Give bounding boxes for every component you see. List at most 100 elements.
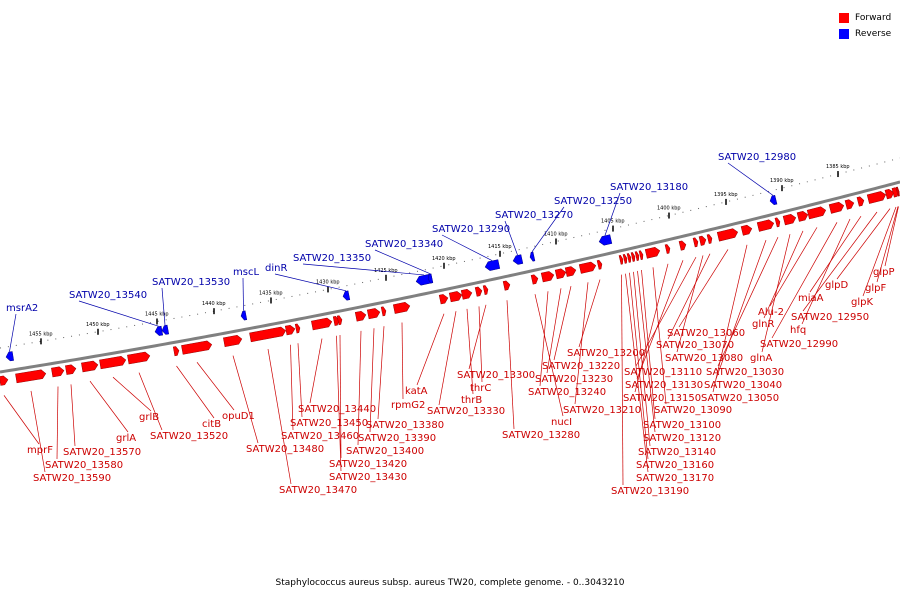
forward-gene-leader	[635, 256, 697, 367]
forward-gene-SATW20_13330	[448, 291, 463, 303]
reverse-gene-leader	[374, 249, 431, 275]
forward-gene-katA	[438, 294, 449, 305]
reverse-gene-SATW20_13250	[529, 251, 536, 262]
forward-gene-label: SATW20_13230	[535, 374, 613, 385]
forward-gene-label: SATW20_13590	[33, 473, 111, 484]
forward-gene-label: thrC	[470, 383, 491, 394]
reverse-gene-label: SATW20_13540	[69, 290, 147, 301]
reverse-gene-label: dinR	[265, 263, 287, 274]
legend-swatch-reverse	[839, 29, 849, 39]
forward-gene-label: SATW20_13240	[528, 387, 606, 398]
forward-gene-SATW20_12950	[866, 191, 887, 204]
forward-gene-SATW20_13470	[249, 326, 287, 343]
forward-gene-label: glnA	[750, 353, 772, 364]
forward-gene-label: glpD	[825, 280, 848, 291]
forward-gene-label: SATW20_13520	[150, 431, 228, 442]
forward-gene-leader	[761, 234, 791, 353]
reverse-gene-leader	[161, 287, 166, 326]
forward-gene-leader	[267, 348, 292, 485]
forward-gene-miaA	[856, 196, 865, 207]
forward-gene-label: miaA	[798, 293, 824, 304]
forward-gene-label: SATW20_13190	[611, 486, 689, 497]
reverse-gene-SATW20_13530	[161, 324, 170, 335]
reverse-gene-leader	[604, 192, 621, 236]
forward-gene-grlB	[99, 355, 127, 370]
forward-gene-leader	[678, 249, 729, 328]
forward-gene-leader	[468, 304, 487, 370]
forward-gene-leader	[290, 344, 294, 431]
forward-gene-leader	[70, 384, 76, 447]
gene-layer	[0, 186, 900, 386]
forward-gene-leader	[30, 390, 46, 473]
scale-tick-label: 1445 kbp	[145, 311, 169, 317]
forward-gene-label: glpF	[865, 283, 886, 294]
reverse-gene-leader	[504, 220, 518, 256]
forward-gene-leader	[539, 291, 549, 387]
forward-gene-SATW20_13110	[692, 237, 699, 248]
forward-gene-label: SATW20_13110	[624, 367, 702, 378]
forward-gene-leader	[636, 260, 684, 380]
forward-gene-glnR	[796, 211, 809, 222]
forward-gene-leader	[553, 286, 572, 361]
forward-gene-leader	[802, 211, 878, 312]
forward-gene-leader	[339, 335, 342, 459]
forward-gene-SATW20_13420	[336, 315, 343, 326]
forward-gene-SATW20_13580	[51, 366, 65, 378]
scale-tick-label: 1430 kbp	[316, 279, 340, 285]
forward-gene-leader	[336, 335, 342, 472]
reverse-gene-mscL	[240, 310, 248, 321]
forward-gene-label: SATW20_13380	[366, 420, 444, 431]
reverse-gene-leader	[531, 206, 565, 253]
forward-gene-leader	[633, 271, 651, 447]
forward-gene-label: SATW20_13030	[706, 367, 784, 378]
forward-gene-label: grlB	[139, 412, 159, 423]
reverse-gene-label: msrA2	[6, 303, 38, 314]
forward-gene-mprF	[0, 375, 9, 386]
forward-gene-glnA	[782, 214, 797, 226]
forward-gene-label: glpK	[851, 297, 873, 308]
reverse-gene-SATW20_13270	[512, 254, 524, 265]
forward-gene-leader	[652, 267, 667, 405]
forward-gene-label: glnR	[752, 319, 774, 330]
genome-caption: Staphylococcus aureus subsp. aureus TW20…	[275, 578, 625, 588]
forward-gene-SATW20_13030	[774, 217, 781, 228]
forward-gene-label: glpP	[873, 267, 895, 278]
forward-gene-leader	[232, 355, 259, 444]
scale-tick-label: 1435 kbp	[259, 290, 283, 296]
scale-tick-label: 1390 kbp	[770, 178, 794, 184]
forward-gene-SATW20_13170	[622, 254, 628, 264]
forward-gene-SATW20_13120	[634, 251, 640, 261]
forward-gene-label: SATW20_13300	[457, 370, 535, 381]
forward-gene-SATW20_13380	[380, 306, 387, 317]
forward-gene-leader	[466, 308, 474, 395]
forward-gene-SATW20_13300	[482, 285, 489, 295]
forward-gene-SATW20_13070	[706, 234, 713, 244]
forward-gene-SATW20_13570	[65, 364, 77, 375]
forward-gene-label: SATW20_13080	[665, 353, 743, 364]
forward-gene-label: SATW20_13130	[625, 380, 703, 391]
reverse-gene-leader	[302, 263, 425, 276]
forward-gene-label: hfq	[790, 325, 806, 336]
scale-tick-label: 1420 kbp	[432, 256, 456, 262]
forward-gene-leader	[637, 270, 656, 433]
forward-gene-leader	[112, 376, 152, 412]
forward-gene-leader	[176, 365, 215, 419]
legend-item-reverse: Reverse	[839, 26, 891, 42]
forward-gene-label: SATW20_13060	[667, 328, 745, 339]
forward-gene-SATW20_13520	[127, 351, 151, 365]
forward-gene-leader	[771, 222, 838, 339]
scale-tick-label: 1400 kbp	[657, 206, 681, 212]
scale-tick-label: 1455 kbp	[29, 331, 53, 337]
reverse-gene-dinR	[342, 290, 351, 301]
forward-gene-label: SATW20_13040	[704, 380, 782, 391]
forward-gene-leader	[309, 338, 323, 404]
forward-gene-label: SATW20_13170	[636, 473, 714, 484]
forward-gene-leader	[884, 206, 899, 267]
forward-gene-label: SATW20_13210	[563, 405, 641, 416]
legend-swatch-forward	[839, 13, 849, 23]
forward-gene-SATW20_13100	[638, 250, 644, 261]
forward-gene-leader	[712, 244, 748, 393]
forward-gene-leader	[629, 272, 649, 460]
